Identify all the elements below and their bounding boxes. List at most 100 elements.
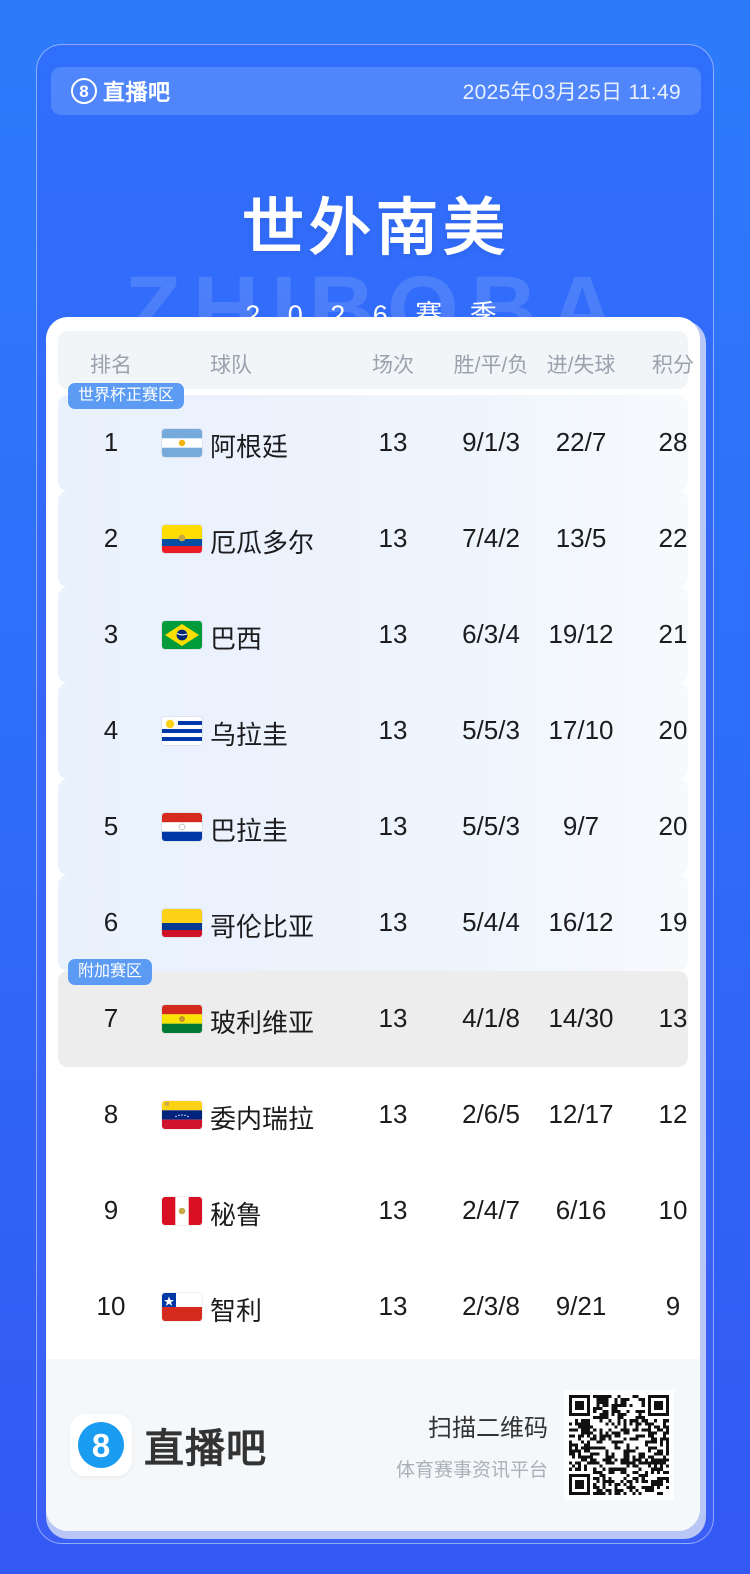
header-brand-label: 直播吧 [103, 80, 171, 105]
row-points: 12 [658, 1099, 688, 1129]
row-team-name: 乌拉圭 [210, 720, 289, 750]
row-points: 13 [658, 1003, 688, 1033]
row-goals: 6/16 [555, 1195, 607, 1225]
row-played: 13 [378, 427, 408, 457]
row-goals: 19/12 [548, 619, 614, 649]
row-rank: 6 [103, 907, 119, 937]
row-win-draw-loss: 6/3/4 [462, 619, 520, 649]
column-header-points: 积分 [652, 354, 694, 377]
table-row[interactable]: 5 巴拉圭 13 5/5/3 9/7 20 [58, 779, 688, 875]
zhibo8-app-icon: 8 [70, 1414, 132, 1476]
row-played: 13 [378, 1291, 408, 1321]
row-played: 13 [378, 715, 408, 745]
row-goals: 14/30 [548, 1003, 614, 1033]
row-win-draw-loss: 4/1/8 [462, 1003, 520, 1033]
row-goals: 9/21 [555, 1291, 607, 1321]
top-bar: 8 直播吧 2025年03月25日 11:49 [51, 67, 701, 115]
table-row[interactable]: 6 哥伦比亚 13 5/4/4 16/12 19 [58, 875, 688, 971]
tagline: 体育赛事资讯平台 [395, 1460, 548, 1481]
table-row[interactable]: 附加赛区 7 玻利维亚 13 4/1/8 14/30 13 [58, 959, 688, 1067]
table-row[interactable]: 4 乌拉圭 13 5/5/3 17/10 20 [58, 683, 688, 779]
row-played: 13 [378, 1195, 408, 1225]
column-header-wdl: 胜/平/负 [453, 354, 529, 377]
row-played: 13 [378, 1099, 408, 1129]
footer: 8 直播吧 扫描二维码 体育赛事资讯平台 [46, 1359, 700, 1531]
row-played: 13 [378, 1003, 408, 1033]
row-win-draw-loss: 7/4/2 [462, 523, 520, 553]
table-row[interactable]: 世界杯正赛区 1 阿根廷 13 9/1/3 22/7 28 [58, 383, 688, 491]
row-win-draw-loss: 2/3/8 [462, 1291, 520, 1321]
table-row[interactable]: 3 巴西 13 6/3/4 19/12 21 [58, 587, 688, 683]
row-rank: 4 [103, 715, 119, 745]
column-header-played: 场次 [372, 354, 414, 377]
row-points: 28 [658, 427, 688, 457]
row-rank: 1 [103, 427, 119, 457]
row-win-draw-loss: 5/5/3 [462, 715, 520, 745]
zone-badge: 世界杯正赛区 [68, 383, 185, 409]
blue-panel: 8 直播吧 2025年03月25日 11:49 ZHIBOBA 世外南美 2 0… [36, 44, 714, 1544]
row-goals: 16/12 [548, 907, 614, 937]
qr-code[interactable] [564, 1390, 674, 1500]
team-flag-icon [162, 429, 202, 457]
row-points: 9 [665, 1291, 681, 1321]
zone-badge: 附加赛区 [68, 959, 153, 985]
scan-label: 扫描二维码 [428, 1415, 548, 1442]
footer-brand-label: 直播吧 [144, 1427, 267, 1471]
column-header-rank: 排名 [90, 354, 132, 377]
table-row[interactable]: 2 厄瓜多尔 13 7/4/2 13/5 22 [58, 491, 688, 587]
row-goals: 9/7 [562, 811, 600, 841]
row-win-draw-loss: 2/4/7 [462, 1195, 520, 1225]
row-team-name: 巴西 [210, 624, 263, 654]
row-rank: 5 [103, 811, 119, 841]
header-brand: 8 直播吧 [71, 75, 171, 107]
table-row[interactable]: 10 智利 13 2/3/8 9/21 9 [58, 1259, 688, 1355]
row-points: 20 [658, 715, 688, 745]
row-team-name: 智利 [210, 1296, 263, 1326]
row-team-name: 巴拉圭 [210, 816, 289, 846]
row-rank: 3 [103, 619, 119, 649]
row-rank: 9 [103, 1195, 119, 1225]
footer-qr-block: 扫描二维码 体育赛事资讯平台 [396, 1390, 674, 1500]
team-flag-icon [162, 621, 202, 649]
row-win-draw-loss: 5/5/3 [462, 811, 520, 841]
column-header-team: 球队 [210, 354, 252, 377]
row-win-draw-loss: 5/4/4 [462, 907, 520, 937]
table-row[interactable]: 9 秘鲁 13 2/4/7 6/16 10 [58, 1163, 688, 1259]
row-played: 13 [378, 907, 408, 937]
row-rank: 7 [103, 1003, 119, 1033]
row-rank: 10 [96, 1291, 126, 1321]
row-points: 19 [658, 907, 688, 937]
row-team-name: 玻利维亚 [210, 1008, 315, 1038]
footer-brand: 8 直播吧 [70, 1414, 267, 1476]
row-rank: 2 [103, 523, 119, 553]
row-goals: 22/7 [555, 427, 607, 457]
row-points: 22 [658, 523, 688, 553]
page-title: 世外南美 [241, 194, 510, 263]
row-rank: 8 [103, 1099, 119, 1129]
team-flag-icon [162, 717, 202, 745]
zhibo8-logo-icon: 8 [71, 78, 97, 104]
row-team-name: 秘鲁 [210, 1200, 263, 1230]
row-win-draw-loss: 2/6/5 [462, 1099, 520, 1129]
team-flag-icon [162, 909, 202, 937]
footer-logo-mark: 8 [78, 1422, 124, 1468]
team-flag-icon [162, 1005, 202, 1033]
team-flag-icon [162, 813, 202, 841]
standings-rows: 世界杯正赛区 1 阿根廷 13 9/1/3 22/7 28 2 厄瓜多尔 13 7/4/2 13/5 2… [46, 383, 700, 1355]
team-flag-icon [162, 525, 202, 553]
timestamp: 2025年03月25日 11:49 [462, 81, 681, 104]
row-played: 13 [378, 619, 408, 649]
row-team-name: 哥伦比亚 [210, 912, 315, 942]
row-points: 10 [658, 1195, 688, 1225]
row-played: 13 [378, 523, 408, 553]
row-team-name: 委内瑞拉 [210, 1104, 315, 1134]
row-points: 20 [658, 811, 688, 841]
column-header-goals: 进/失球 [546, 354, 616, 377]
row-goals: 17/10 [548, 715, 614, 745]
footer-texts: 扫描二维码 体育赛事资讯平台 [396, 1408, 548, 1482]
row-played: 13 [378, 811, 408, 841]
table-row[interactable]: 8 委内瑞拉 13 2/6/5 12/17 12 [58, 1067, 688, 1163]
row-goals: 12/17 [548, 1099, 614, 1129]
row-team-name: 阿根廷 [210, 432, 289, 462]
